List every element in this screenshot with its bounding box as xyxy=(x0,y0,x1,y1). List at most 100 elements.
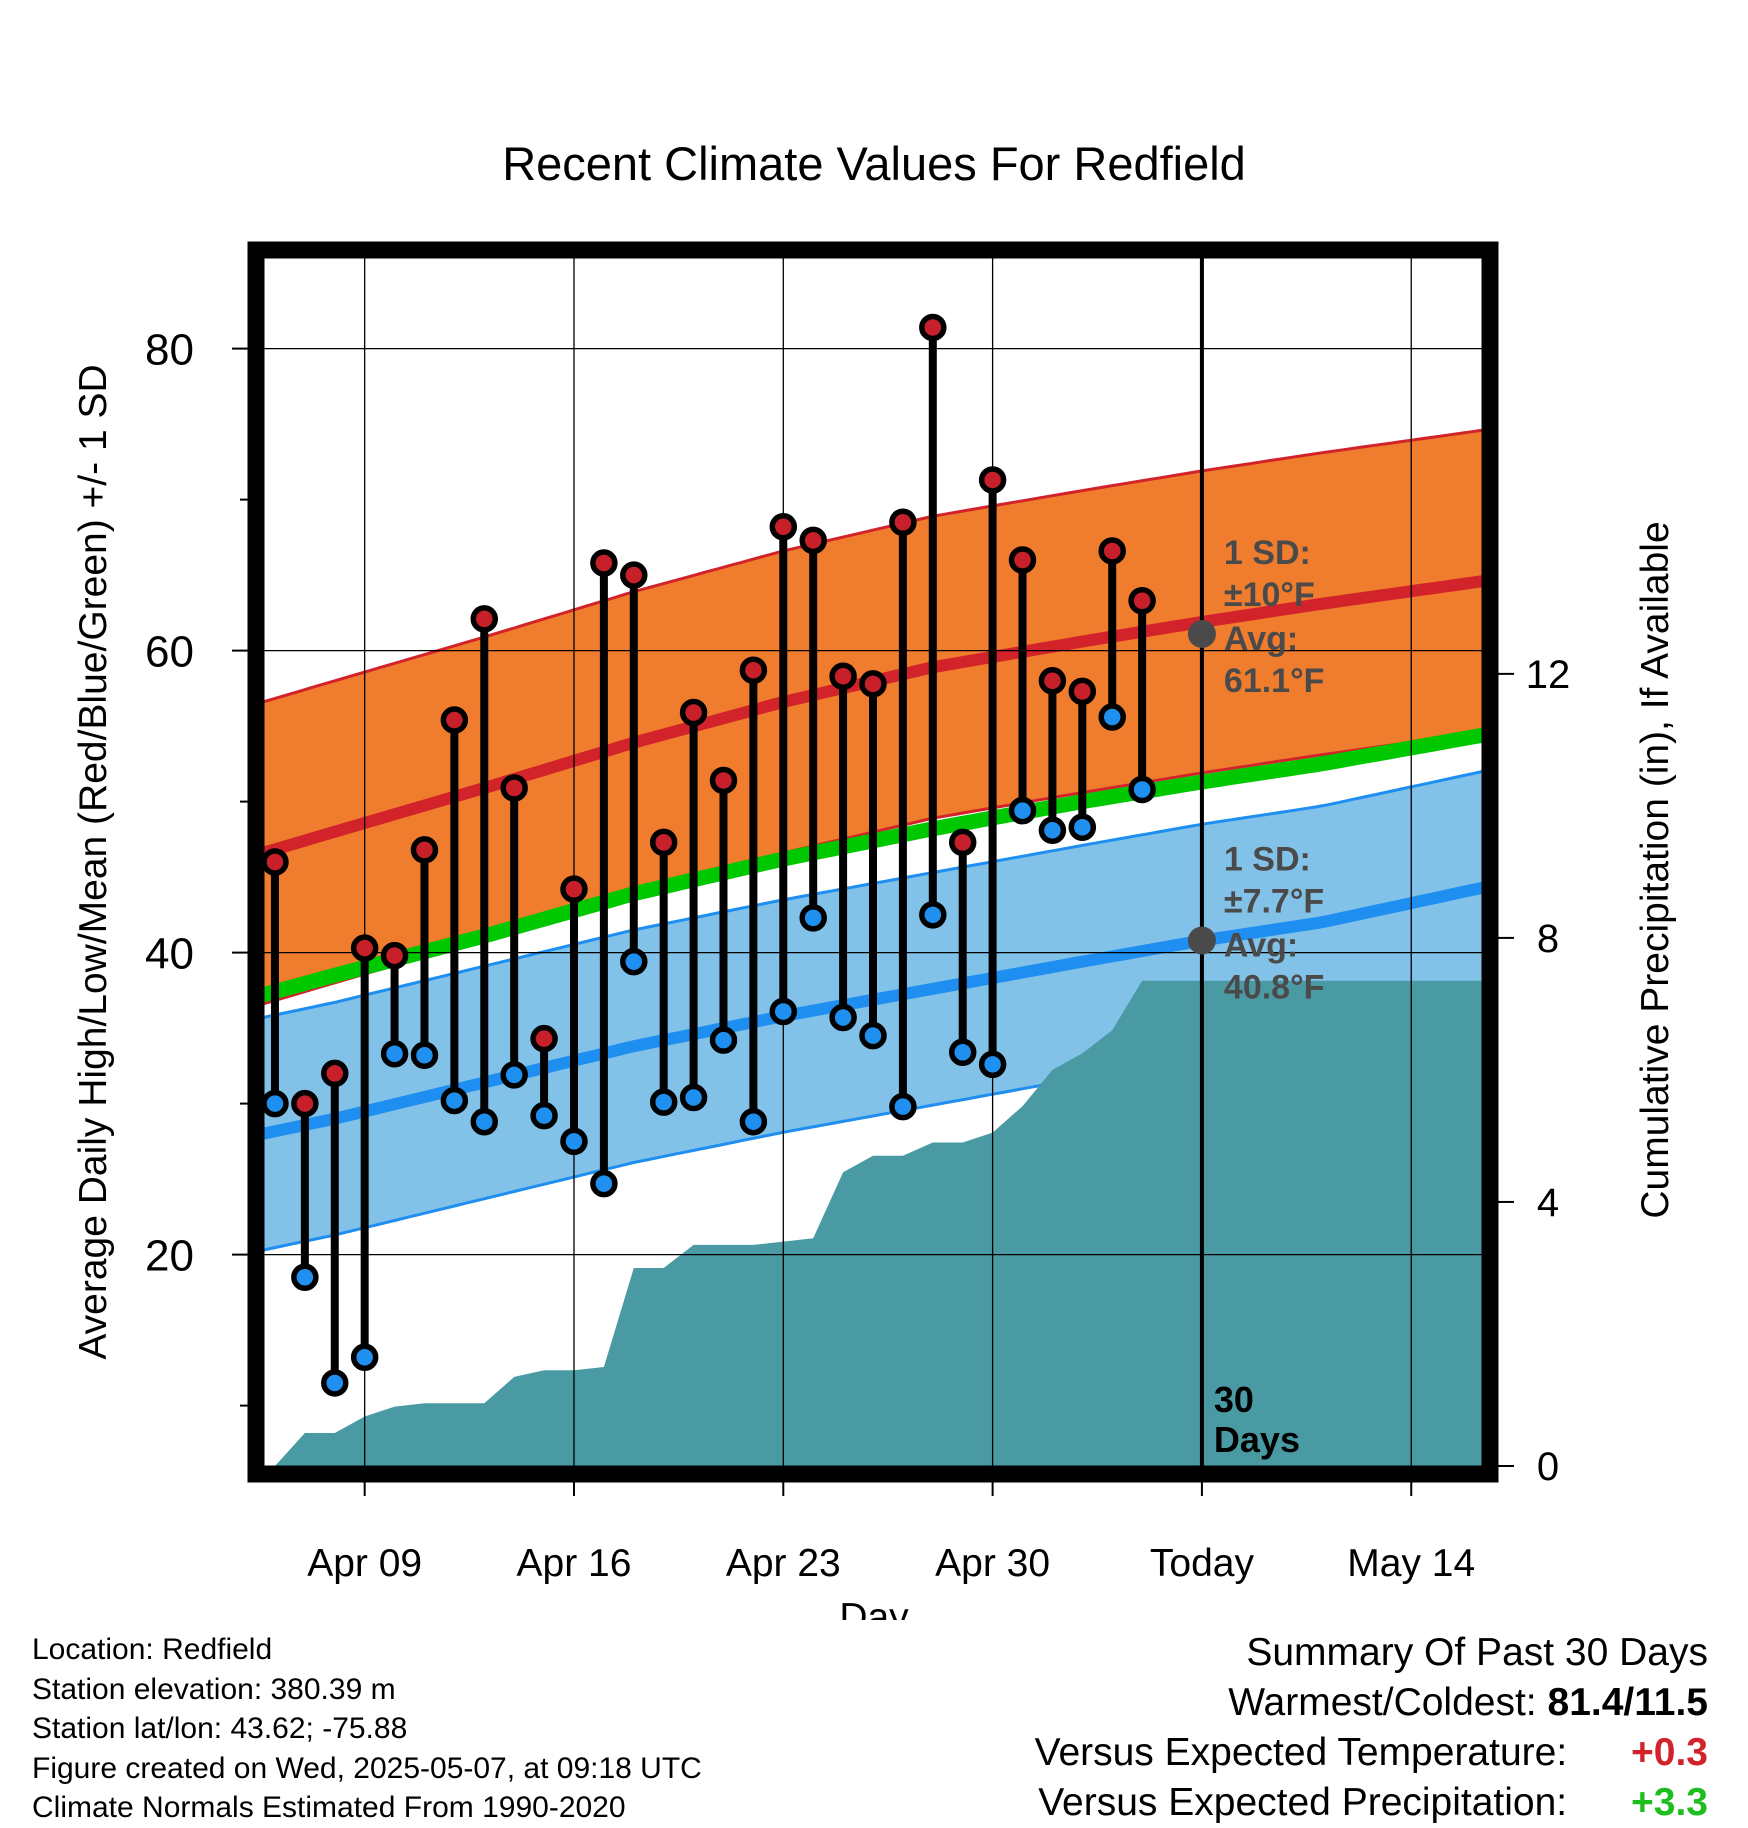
low-sd-title: 1 SD: xyxy=(1224,841,1311,879)
daily-high-point xyxy=(590,549,618,577)
chart-title: Recent Climate Values For Redfield xyxy=(502,137,1246,190)
latlon-text: Station lat/lon: 43.62; -75.88 xyxy=(32,1712,408,1745)
low-avg-marker xyxy=(1187,926,1216,955)
daily-low-point xyxy=(709,1026,738,1054)
location-text: Location: Redfield xyxy=(32,1633,273,1666)
summary-warmest-coldest: Warmest/Coldest: 81.4/11.5 xyxy=(1035,1678,1708,1728)
y2-axis-label: Cumulative Precipitation (in), If Availa… xyxy=(1634,521,1677,1218)
y-tick-label: 80 xyxy=(145,326,194,375)
y2-tick-label: 0 xyxy=(1537,1445,1559,1489)
temp-label: Versus Expected Temperature: xyxy=(1034,1731,1568,1774)
high-sd-upper-edge xyxy=(263,428,1483,704)
daily-low-point xyxy=(470,1107,499,1136)
daily-high-point xyxy=(470,605,499,633)
summary-temperature: Versus Expected Temperature: +0.3 xyxy=(1035,1728,1708,1778)
high-avg-title: Avg: xyxy=(1224,620,1298,658)
daily-high-point xyxy=(1128,587,1156,615)
daily-high-point xyxy=(530,1024,558,1053)
window-label-days: Days xyxy=(1214,1419,1300,1460)
y-tick-label: 20 xyxy=(145,1232,194,1281)
daily-high-point xyxy=(829,662,857,691)
daily-high-point xyxy=(321,1059,349,1088)
daily-high-point xyxy=(500,774,528,802)
window-label-number: 30 xyxy=(1214,1379,1254,1420)
temp-value: +0.3 xyxy=(1631,1731,1708,1774)
daily-low-point xyxy=(889,1092,917,1121)
x-tick-label: Apr 23 xyxy=(726,1542,841,1585)
daily-low-point xyxy=(649,1088,678,1116)
daily-low-point xyxy=(769,997,798,1026)
summary-precipitation: Versus Expected Precipitation: +3.3 xyxy=(1035,1778,1708,1828)
x-tick-label: Apr 30 xyxy=(935,1542,1050,1585)
x-tick-label: Apr 16 xyxy=(517,1542,632,1585)
normals-text: Climate Normals Estimated From 1990-2020 xyxy=(32,1791,626,1824)
daily-low-point xyxy=(679,1083,708,1112)
plot-frame xyxy=(247,241,1499,1483)
low-avg-value: 40.8°F xyxy=(1224,969,1325,1007)
cumulative-precipitation-area xyxy=(274,980,1483,1466)
daily-low-point xyxy=(530,1101,558,1130)
daily-high-point xyxy=(799,526,827,555)
daily-high-point xyxy=(291,1089,319,1118)
warmest-coldest-value: 81.4/11.5 xyxy=(1547,1681,1709,1724)
high-avg-marker xyxy=(1187,619,1216,648)
y2-tick-label: 4 xyxy=(1537,1181,1559,1225)
y-tick-label: 60 xyxy=(145,628,194,677)
daily-low-point xyxy=(590,1169,618,1198)
daily-high-point xyxy=(978,466,1007,494)
summary-panel: Summary Of Past 30 Days Warmest/Coldest:… xyxy=(1035,1628,1708,1828)
daily-low-point xyxy=(350,1343,379,1372)
x-tick-label: Apr 09 xyxy=(307,1542,422,1585)
normal-annotations: 1 SD: ±10°F Avg: 61.1°F 1 SD: ±7.7°F Avg: 40.8°… xyxy=(1187,534,1325,1007)
climate-chart: Recent Climate Values For Redfield 30Day… xyxy=(72,137,1677,1620)
y2-tick-label: 12 xyxy=(1526,653,1571,697)
daily-low-point xyxy=(859,1021,887,1050)
high-sd-title: 1 SD: xyxy=(1224,534,1311,572)
daily-high-point xyxy=(889,508,917,536)
daily-high-point xyxy=(1038,667,1067,695)
high-avg-value: 61.1°F xyxy=(1224,662,1325,700)
x-axis-label: Day xyxy=(839,1596,909,1620)
daily-high-point xyxy=(709,766,738,795)
daily-low-point xyxy=(799,904,827,932)
daily-high-point xyxy=(440,706,469,734)
daily-low-point xyxy=(978,1050,1007,1079)
precip-value: +3.3 xyxy=(1631,1781,1708,1824)
daily-low-point xyxy=(739,1107,768,1136)
daily-high-point xyxy=(679,698,708,727)
x-tick-label: May 14 xyxy=(1347,1542,1475,1585)
daily-high-point xyxy=(1068,677,1097,706)
low-avg-title: Avg: xyxy=(1224,927,1298,965)
daily-low-point xyxy=(440,1086,469,1115)
daily-low-point xyxy=(261,1089,289,1118)
daily-low-point xyxy=(291,1263,319,1291)
y2-tick-label: 8 xyxy=(1537,917,1559,961)
daily-high-point xyxy=(380,941,409,970)
daily-low-point xyxy=(321,1369,349,1397)
created-text: Figure created on Wed, 2025-05-07, at 09… xyxy=(32,1751,702,1785)
station-info: Location: Redfield Station elevation: 38… xyxy=(32,1630,702,1828)
warmest-coldest-label: Warmest/Coldest: xyxy=(1228,1681,1537,1724)
daily-low-point xyxy=(919,901,947,929)
precip-label: Versus Expected Precipitation: xyxy=(1038,1781,1568,1824)
daily-high-point xyxy=(410,836,439,864)
summary-heading: Summary Of Past 30 Days xyxy=(1246,1631,1708,1674)
daily-low-point xyxy=(948,1038,977,1067)
daily-high-point xyxy=(1098,537,1126,565)
daily-high-point xyxy=(649,828,678,857)
daily-range-bars xyxy=(261,313,1156,1397)
daily-high-point xyxy=(350,934,379,962)
daily-high-point xyxy=(859,670,887,698)
daily-low-point xyxy=(410,1041,439,1070)
daily-high-point xyxy=(739,656,768,684)
daily-low-point xyxy=(620,947,648,976)
daily-high-point xyxy=(1008,546,1037,574)
daily-low-point xyxy=(560,1127,588,1156)
axes: Apr 09 Apr 16 Apr 23 Apr 30 Today May 1420406… xyxy=(145,326,1570,1585)
daily-high-point xyxy=(948,828,977,857)
daily-low-point xyxy=(1098,703,1126,731)
daily-high-point xyxy=(261,848,289,876)
daily-low-point xyxy=(1038,816,1067,845)
y-axis-label: Average Daily High/Low/Mean (Red/Blue/Gr… xyxy=(72,364,115,1359)
